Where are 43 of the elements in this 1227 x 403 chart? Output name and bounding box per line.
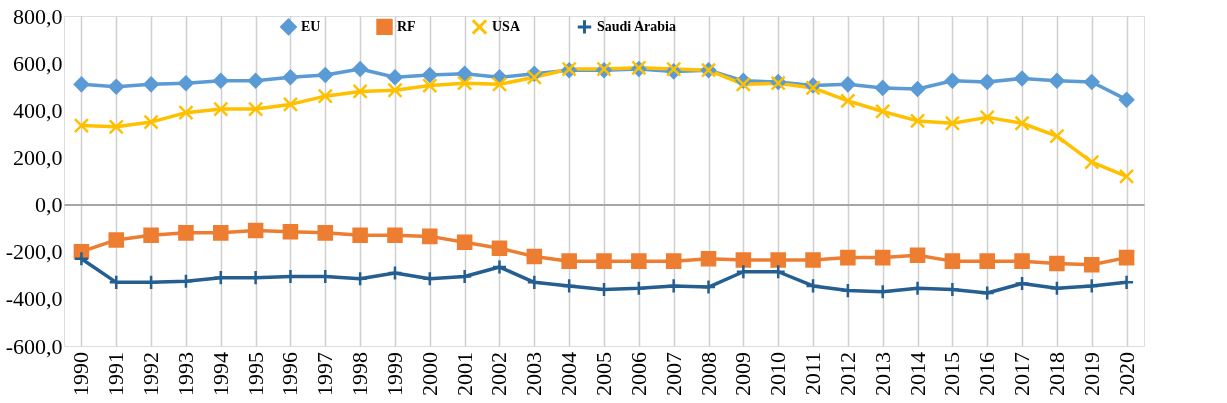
x-tick-label: 1993 xyxy=(172,352,198,396)
x-tick-label: 2006 xyxy=(625,352,651,396)
x-tick-label: 2019 xyxy=(1078,352,1104,396)
x-tick-label: 2004 xyxy=(556,352,582,396)
x-tick-label: 2008 xyxy=(695,352,721,396)
x-tick-label: 2001 xyxy=(451,352,477,396)
x-tick-label: 2009 xyxy=(730,352,756,396)
y-tick-label: -400,0 xyxy=(5,286,63,312)
x-tick-label: 2017 xyxy=(1009,352,1035,396)
legend-label: Saudi Arabia xyxy=(597,18,676,34)
x-tick-label: 2015 xyxy=(939,352,965,396)
y-tick-label: 200,0 xyxy=(13,144,63,170)
x-tick-label: 2012 xyxy=(834,352,860,396)
y-tick-label: -200,0 xyxy=(5,239,63,265)
x-tick-label: 1998 xyxy=(347,352,373,396)
y-tick-label: 400,0 xyxy=(13,97,63,123)
y-tick-label: 0,0 xyxy=(35,192,63,218)
x-tick-label: 2011 xyxy=(800,352,826,396)
x-tick-label: 1999 xyxy=(381,352,407,396)
x-tick-label: 2018 xyxy=(1043,352,1069,396)
x-tick-label: 1990 xyxy=(68,352,94,396)
x-tick-label: 2005 xyxy=(591,352,616,396)
y-tick-label: 800,0 xyxy=(13,3,63,29)
x-tick-label: 2003 xyxy=(521,352,547,396)
x-tick-label: 2016 xyxy=(974,352,1000,396)
x-tick-label: 2020 xyxy=(1113,352,1139,396)
x-tick-label: 1997 xyxy=(312,352,338,396)
x-tick-label: 2010 xyxy=(765,352,791,396)
legend-label: USA xyxy=(492,18,521,34)
x-tick-label: 1991 xyxy=(103,352,129,396)
x-tick-label: 2013 xyxy=(869,352,895,396)
x-tick-label: 1995 xyxy=(242,352,268,396)
x-tick-label: 1992 xyxy=(138,352,164,396)
y-tick-label: 600,0 xyxy=(13,50,63,76)
legend-label: EU xyxy=(301,18,321,34)
x-tick-label: 1996 xyxy=(277,352,303,396)
x-tick-label: 2007 xyxy=(660,352,686,396)
x-tick-label: 1994 xyxy=(207,352,233,396)
y-tick-label: -600,0 xyxy=(5,333,63,359)
legend-label: RF xyxy=(397,18,416,34)
x-tick-label: 2002 xyxy=(486,352,512,396)
x-tick-label: 2014 xyxy=(904,352,930,396)
x-tick-label: 2000 xyxy=(416,352,442,396)
